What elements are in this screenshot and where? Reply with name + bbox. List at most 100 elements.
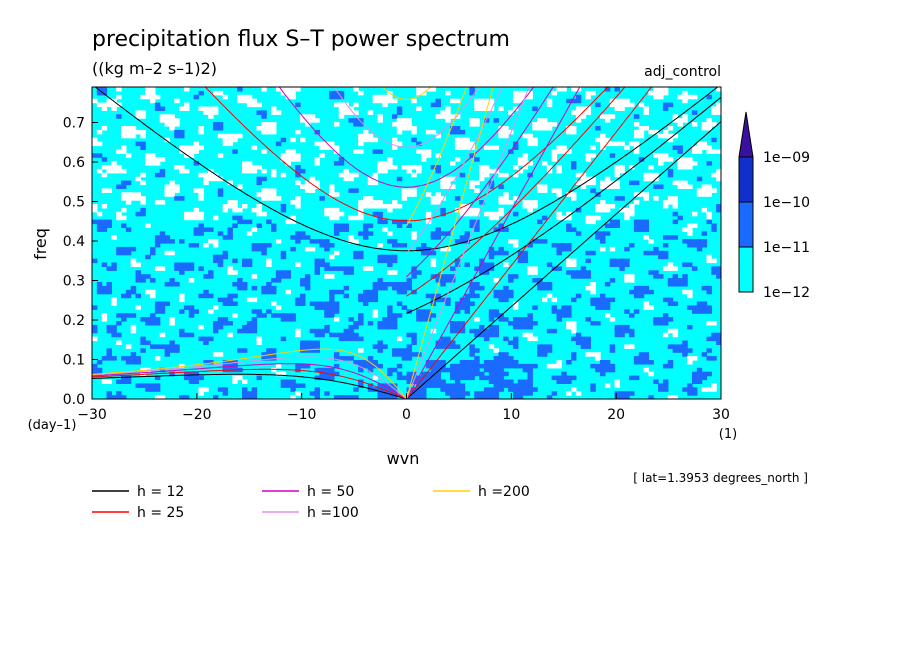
heatmap-cell <box>643 367 650 373</box>
heatmap-cell <box>101 317 108 322</box>
heatmap-cell <box>329 243 335 248</box>
heatmap-cell <box>493 278 500 283</box>
heatmap-cell <box>179 239 185 244</box>
heatmap-cell <box>164 114 171 119</box>
heatmap-cell <box>551 375 558 381</box>
heatmap-cell <box>450 383 456 388</box>
heatmap-cell <box>125 129 132 135</box>
heatmap-cell <box>140 180 146 186</box>
heatmap-cell <box>406 168 412 174</box>
heatmap-cell <box>290 149 296 154</box>
heatmap-cell <box>159 239 166 244</box>
heatmap-cell <box>348 395 354 399</box>
heatmap-cell <box>333 301 340 306</box>
heatmap-cell <box>624 246 630 252</box>
heatmap-cell <box>604 282 611 287</box>
heatmap-cell <box>706 348 712 353</box>
heatmap-cell <box>662 157 669 162</box>
heatmap-cell <box>377 258 383 264</box>
heatmap-cell <box>648 360 654 365</box>
heatmap-cell <box>512 344 519 349</box>
heatmap-cell <box>416 395 422 399</box>
heatmap-cell <box>96 282 103 287</box>
heatmap-cell <box>551 328 558 334</box>
heatmap-cell <box>271 285 277 291</box>
heatmap-cell <box>508 363 514 369</box>
heatmap-cell <box>193 145 200 150</box>
heatmap-cell <box>300 231 306 236</box>
heatmap-cell <box>295 391 301 396</box>
heatmap-cell <box>551 153 558 158</box>
heatmap-cell <box>512 305 519 310</box>
heatmap-cell <box>483 395 490 399</box>
heatmap-cell <box>179 293 185 299</box>
heatmap-cell <box>648 371 654 377</box>
heatmap-cell <box>324 309 330 314</box>
heatmap-cell <box>488 262 495 267</box>
heatmap-cell <box>604 231 611 236</box>
heatmap-cell <box>522 204 529 209</box>
heatmap-cell <box>106 348 112 353</box>
heatmap-cell <box>275 196 282 201</box>
heatmap-cell <box>193 161 200 166</box>
heatmap-cell <box>188 371 195 377</box>
heatmap-cell <box>227 204 233 209</box>
heatmap-cell <box>290 395 296 399</box>
heatmap-cell <box>498 106 504 111</box>
heatmap-cell <box>367 387 374 392</box>
heatmap-cell <box>464 262 470 267</box>
heatmap-cell <box>188 379 195 384</box>
heatmap-cell <box>450 184 456 189</box>
heatmap-cell <box>188 243 195 248</box>
heatmap-cell <box>479 106 485 111</box>
heatmap-cell <box>314 305 321 310</box>
heatmap-cell <box>566 379 572 384</box>
heatmap-cell <box>92 328 98 334</box>
heatmap-cell <box>474 356 480 361</box>
heatmap-cell <box>517 363 524 369</box>
heatmap-cell <box>454 98 461 104</box>
heatmap-cell <box>333 207 340 213</box>
heatmap-cell <box>493 360 500 365</box>
heatmap-cell <box>111 332 117 338</box>
heatmap-cell <box>537 239 543 244</box>
heatmap-cell <box>638 192 645 197</box>
heatmap-cell <box>653 90 659 96</box>
heatmap-cell <box>527 375 533 381</box>
heatmap-cell <box>271 110 277 115</box>
heatmap-cell <box>527 243 533 248</box>
heatmap-cell <box>261 285 267 291</box>
heatmap-cell <box>237 98 243 104</box>
heatmap-cell <box>454 379 461 384</box>
heatmap-cell <box>387 395 393 399</box>
heatmap-cell <box>271 227 277 232</box>
heatmap-cell <box>609 223 616 228</box>
heatmap-cell <box>658 90 664 96</box>
heatmap-cell <box>377 243 383 248</box>
kelvin-wave-curve <box>406 87 494 399</box>
heatmap-cell <box>493 313 500 318</box>
heatmap-cell <box>687 239 693 244</box>
heatmap-cell <box>430 371 437 377</box>
heatmap-cell <box>575 293 582 299</box>
heatmap-cell <box>508 289 514 295</box>
heatmap-cell <box>92 305 98 310</box>
heatmap-cell <box>169 344 175 349</box>
heatmap-cell <box>600 114 606 119</box>
heatmap-cell <box>430 200 437 205</box>
heatmap-cell <box>290 246 296 252</box>
heatmap-cell <box>595 301 601 306</box>
heatmap-cell <box>672 145 679 150</box>
heatmap-cell <box>464 137 470 143</box>
heatmap-cell <box>203 172 209 178</box>
heatmap-cell <box>261 87 267 92</box>
heatmap-cell <box>261 188 267 193</box>
heatmap-cell <box>314 184 321 189</box>
heatmap-cell <box>237 285 243 291</box>
heatmap-cell <box>609 278 616 283</box>
heatmap-cell <box>454 344 461 349</box>
heatmap-cell <box>387 165 393 170</box>
heatmap-cell <box>396 118 403 123</box>
heatmap-cell <box>271 196 277 201</box>
heatmap-cell <box>372 313 379 318</box>
